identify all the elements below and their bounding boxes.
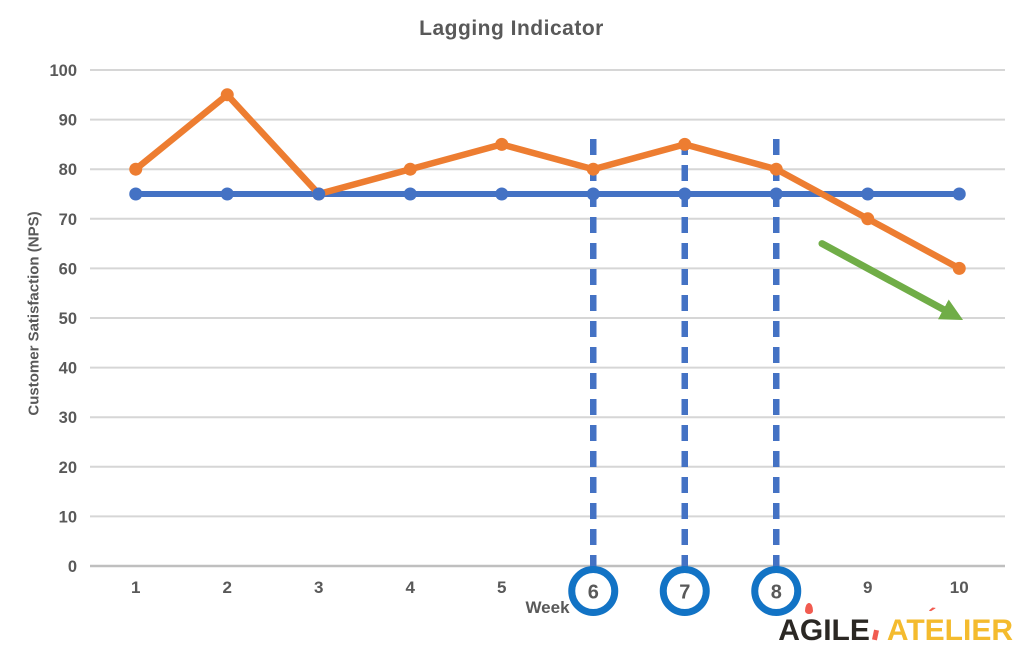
- logo-accented-letter: ´ E: [924, 604, 945, 647]
- week-badge-circle-7: [659, 566, 710, 616]
- week-badge-label-6: 6: [588, 582, 599, 604]
- y-tick-label: 30: [59, 409, 77, 427]
- data-point-baseline-week-7: [678, 187, 692, 201]
- logo-word2-letter: E: [924, 614, 945, 647]
- data-point-satisfaction-week-9: [861, 212, 875, 226]
- logo-word2-pre: AT: [886, 614, 925, 647]
- week-badge-circle-8: [751, 566, 802, 616]
- x-tick-label-9: 9: [863, 578, 872, 597]
- y-tick-label: 90: [59, 112, 77, 130]
- x-tick-label-4: 4: [406, 578, 416, 597]
- y-tick-label: 10: [59, 508, 77, 526]
- series-line-satisfaction: [132, 91, 963, 272]
- data-point-satisfaction-week-10: [952, 261, 966, 275]
- x-tick-label-10: 10: [950, 578, 969, 597]
- data-point-baseline-week-9: [861, 187, 875, 201]
- data-point-baseline-week-10: [952, 187, 966, 201]
- x-axis-title: Week: [525, 598, 570, 617]
- data-point-satisfaction-week-1: [129, 162, 143, 176]
- data-point-baseline-week-6: [586, 187, 600, 201]
- data-point-satisfaction-week-2: [220, 88, 234, 102]
- data-point-satisfaction-week-4: [403, 162, 417, 176]
- y-tick-label: 70: [59, 211, 77, 229]
- y-tick-label: 20: [59, 459, 77, 477]
- y-tick-label: 50: [59, 310, 77, 328]
- x-tick-label-5: 5: [497, 578, 506, 597]
- data-point-baseline-week-8: [769, 187, 783, 201]
- logo-word-atelier: AT ´ ELIER: [886, 604, 1013, 647]
- data-point-satisfaction-week-8: [769, 162, 783, 176]
- y-tick-label: 60: [59, 260, 77, 278]
- y-tick-label: 40: [59, 360, 77, 378]
- logo-flame-icon: [805, 603, 814, 614]
- y-tick-label: 100: [49, 62, 77, 80]
- data-point-satisfaction-week-6: [586, 162, 600, 176]
- logo-word-agile: AGILE: [778, 603, 870, 647]
- data-point-baseline-week-2: [220, 187, 234, 201]
- x-tick-label-1: 1: [131, 578, 140, 597]
- data-point-baseline-week-3: [312, 187, 326, 201]
- logo-word1-text: AGILE: [778, 614, 870, 647]
- y-tick-label: 80: [59, 161, 77, 179]
- trend-arrow: [818, 240, 964, 321]
- data-point-baseline-week-5: [495, 187, 509, 201]
- week-badge-circle-6: [568, 566, 619, 616]
- chart-title: Lagging Indicator: [419, 17, 604, 40]
- logo-spark-icon: [871, 629, 879, 641]
- y-tick-label: 0: [68, 558, 77, 576]
- x-tick-label-3: 3: [314, 578, 323, 597]
- data-point-satisfaction-week-5: [495, 137, 509, 151]
- week-badge-label-7: 7: [679, 582, 690, 604]
- data-point-baseline-week-1: [129, 187, 143, 201]
- x-tick-label-2: 2: [223, 578, 232, 597]
- brand-logo: AGILE AT ´ ELIER: [778, 603, 1013, 647]
- week-badge-label-8: 8: [771, 582, 782, 604]
- logo-word2-post: LIER: [944, 614, 1013, 647]
- data-point-satisfaction-week-7: [678, 137, 692, 151]
- data-point-baseline-week-4: [403, 187, 417, 201]
